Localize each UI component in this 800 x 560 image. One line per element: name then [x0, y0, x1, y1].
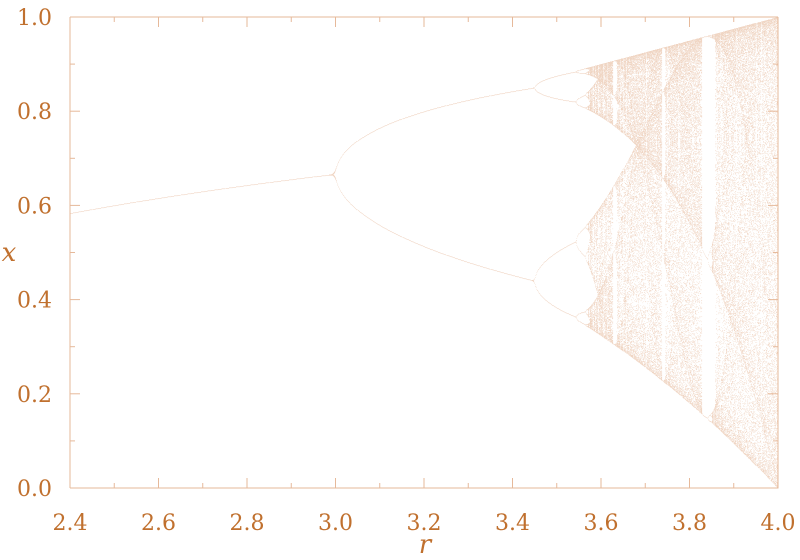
- bifurcation-point-cluster: [626, 44, 678, 393]
- x-tick-label: 2.8: [230, 511, 265, 536]
- bifurcation-point-cluster: [778, 488, 779, 489]
- x-tick-label: 3.4: [495, 511, 530, 536]
- bifurcation-point-cluster: [120, 196, 172, 206]
- x-tick-label: 2.6: [141, 511, 176, 536]
- tick-labels-group: 2.4 2.6 2.8 3.0 3.2 3.4 3.6 3.8 4.0 0.0 0.2 0.4 0.6 0…: [17, 6, 796, 536]
- x-tick-label: 3.0: [318, 511, 353, 536]
- x-tick-label: 3.6: [584, 511, 619, 536]
- bifurcation-point-cluster: [424, 99, 475, 265]
- x-tick-label: 4.0: [761, 511, 796, 536]
- bifurcation-point-cluster: [525, 72, 576, 318]
- plot-points-group: [70, 17, 779, 489]
- y-tick-label: 0.6: [17, 194, 52, 219]
- y-tick-label: 0.2: [17, 383, 52, 408]
- bifurcation-point-cluster: [171, 189, 222, 197]
- bifurcation-point-cluster: [575, 57, 627, 354]
- y-tick-label: 1.0: [17, 6, 52, 31]
- bifurcation-point-cluster: [221, 182, 273, 190]
- bifurcation-point-cluster: [373, 111, 425, 247]
- axes-group: [69, 16, 779, 489]
- y-axis-label: x: [2, 238, 17, 268]
- x-tick-label: 3.2: [407, 511, 442, 536]
- bifurcation-point-cluster: [272, 175, 324, 183]
- y-tick-label: 0.4: [17, 289, 52, 314]
- y-tick-label: 0.0: [17, 477, 52, 502]
- bifurcation-point-cluster: [727, 17, 779, 489]
- bifurcation-point-cluster: [474, 89, 526, 280]
- x-axis-label: r: [419, 530, 433, 560]
- y-tick-label: 0.8: [17, 100, 52, 125]
- x-tick-label: 2.4: [53, 511, 88, 536]
- bifurcation-point-cluster: [70, 204, 121, 215]
- bifurcation-point-cluster: [677, 30, 728, 438]
- x-tick-label: 3.8: [672, 511, 707, 536]
- bifurcation-point-cluster: [323, 131, 374, 222]
